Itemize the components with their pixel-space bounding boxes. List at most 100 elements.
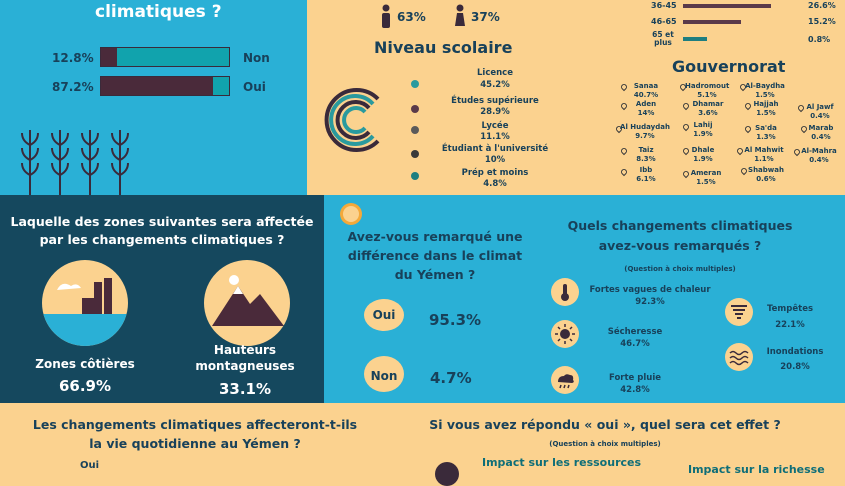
age-pct-2: 15.2% bbox=[808, 17, 836, 26]
gender-male-pct: 63% bbox=[397, 10, 426, 24]
noticed-no-pct: 4.7% bbox=[430, 369, 472, 387]
gov-sada: Sa'da 1.3% bbox=[755, 124, 777, 141]
effect-icon-1 bbox=[435, 462, 459, 486]
edu-label-3: Lycée bbox=[481, 121, 509, 131]
gov-almahwit: Al Mahwit 1.1% bbox=[744, 146, 784, 163]
coastal-zone-icon bbox=[42, 260, 128, 346]
gov-ameran: Ameran 1.5% bbox=[690, 169, 722, 186]
noticed-panel bbox=[324, 195, 845, 403]
q1-non-label: Non bbox=[243, 51, 270, 65]
edu-dot-4 bbox=[411, 150, 419, 158]
thermometer-icon bbox=[551, 278, 579, 306]
rain-pct: 42.8% bbox=[620, 385, 650, 395]
gov-shabwah: Shabwah 0.6% bbox=[748, 166, 784, 183]
plants-illustration bbox=[21, 130, 129, 195]
daily-title-1: Les changements climatiques affecteront-… bbox=[32, 417, 358, 432]
age-pct-1: 26.6% bbox=[808, 1, 836, 10]
storm-pct: 22.1% bbox=[775, 320, 805, 330]
edu-pct-1: 45.2% bbox=[480, 80, 510, 90]
edu-dot-2 bbox=[411, 105, 419, 113]
coastal-label: Zones côtières bbox=[35, 357, 135, 371]
edu-dot-3 bbox=[411, 126, 419, 134]
edu-pct-4: 10% bbox=[484, 155, 506, 165]
drought-pct: 46.7% bbox=[620, 339, 650, 349]
heat-label: Fortes vagues de chaleur bbox=[589, 285, 711, 295]
governorate-title: Gouvernorat bbox=[672, 57, 786, 76]
gov-albaydha: Al-Baydha 1.5% bbox=[745, 82, 785, 99]
gov-dhamar: Dhamar 3.6% bbox=[692, 100, 724, 117]
mountain-pct: 33.1% bbox=[218, 380, 272, 398]
edu-label-1: Licence bbox=[477, 68, 513, 78]
changes-subtitle: (Question à choix multiples) bbox=[624, 265, 736, 273]
gov-sanaa: Sanaa 40.7% bbox=[633, 82, 659, 99]
gov-hadromout: Hadromout 5.1% bbox=[685, 82, 730, 99]
noticed-no-label: Non bbox=[370, 369, 398, 383]
rain-cloud-icon bbox=[551, 366, 579, 394]
flood-label: Inondations bbox=[766, 347, 824, 357]
education-arc-icon bbox=[324, 88, 380, 152]
changes-title-1: Quels changements climatiques bbox=[567, 218, 793, 233]
q1-non-bar bbox=[100, 47, 230, 67]
edu-dot-5 bbox=[411, 172, 419, 180]
noticed-title-2: différence dans le climat bbox=[347, 248, 523, 263]
edu-pct-2: 28.9% bbox=[480, 107, 510, 117]
age-pct-3: 0.8% bbox=[808, 35, 831, 44]
age-label-2: 46-65 bbox=[651, 17, 677, 26]
zones-title-2: par les changements climatiques ? bbox=[39, 232, 285, 247]
noticed-yes-badge bbox=[364, 299, 404, 331]
drought-label: Sécheresse bbox=[607, 327, 663, 337]
q1-title: climatiques ? bbox=[95, 2, 222, 22]
age-label-3: 65 et plus bbox=[652, 30, 674, 47]
mountain-label-2: montagneuses bbox=[195, 359, 295, 373]
gender-female-pct: 37% bbox=[471, 10, 500, 24]
edu-dot-1 bbox=[411, 80, 419, 88]
sun-icon bbox=[340, 203, 362, 225]
gov-aden: Aden 14% bbox=[635, 100, 657, 117]
edu-label-5: Prép et moins bbox=[461, 168, 529, 178]
edu-label-2: Études supérieure bbox=[451, 96, 539, 106]
daily-title-2: la vie quotidienne au Yémen ? bbox=[89, 436, 301, 451]
effect-item-2: Impact sur la richesse bbox=[688, 463, 825, 476]
zones-title-1: Laquelle des zones suivantes sera affect… bbox=[10, 214, 314, 229]
gov-lahij: Lahij 1.9% bbox=[693, 121, 713, 138]
q1-oui-bar bbox=[100, 76, 230, 96]
gov-ibb: Ibb 6.1% bbox=[636, 166, 656, 183]
age-label-1: 36-45 bbox=[651, 1, 677, 10]
noticed-title-1: Avez-vous remarqué une bbox=[347, 229, 523, 244]
storm-label: Tempêtes bbox=[766, 304, 814, 314]
effect-title: Si vous avez répondu « oui », quel sera … bbox=[429, 417, 781, 432]
mountain-label-1: Hauteurs bbox=[213, 343, 277, 357]
noticed-no-badge bbox=[364, 356, 404, 392]
gov-almahra: Al-Mahra 0.4% bbox=[801, 147, 837, 164]
rain-label: Forte pluie bbox=[608, 373, 661, 383]
noticed-yes-label: Oui bbox=[372, 308, 396, 322]
gov-hudaydah: Al Hudaydah 9.7% bbox=[620, 123, 670, 140]
age-bar-2 bbox=[683, 20, 741, 24]
noticed-title-3: du Yémen ? bbox=[394, 267, 476, 282]
education-title: Niveau scolaire bbox=[374, 38, 513, 57]
effect-item-1: Impact sur les ressources bbox=[482, 456, 642, 469]
mountain-icon bbox=[204, 260, 290, 346]
female-icon bbox=[455, 4, 465, 26]
q1-panel bbox=[0, 0, 307, 195]
flood-pct: 20.8% bbox=[780, 362, 810, 372]
daily-answer: Oui bbox=[80, 460, 100, 471]
age-bar-1 bbox=[683, 4, 771, 8]
q1-oui-label: Oui bbox=[243, 80, 266, 94]
edu-pct-5: 4.8% bbox=[483, 179, 507, 189]
drought-sun-icon bbox=[551, 320, 579, 348]
gov-dhale: Dhale 1.9% bbox=[691, 146, 715, 163]
gov-hajjah: Hajjah 1.5% bbox=[753, 100, 779, 117]
heat-pct: 92.3% bbox=[635, 297, 665, 307]
gov-taiz: Taiz 8.3% bbox=[636, 146, 656, 163]
gov-aljawf: Al Jawf 0.4% bbox=[806, 103, 834, 120]
age-bar-3 bbox=[683, 37, 707, 41]
edu-label-4: Étudiant à l'université bbox=[441, 144, 549, 154]
effect-subtitle: (Question à choix multiples) bbox=[549, 440, 661, 448]
coastal-pct: 66.9% bbox=[58, 377, 112, 395]
edu-pct-3: 11.1% bbox=[480, 132, 510, 142]
changes-title-2: avez-vous remarqués ? bbox=[598, 238, 762, 253]
tornado-icon bbox=[725, 298, 753, 326]
male-icon bbox=[382, 4, 390, 28]
noticed-yes-pct: 95.3% bbox=[429, 311, 482, 329]
